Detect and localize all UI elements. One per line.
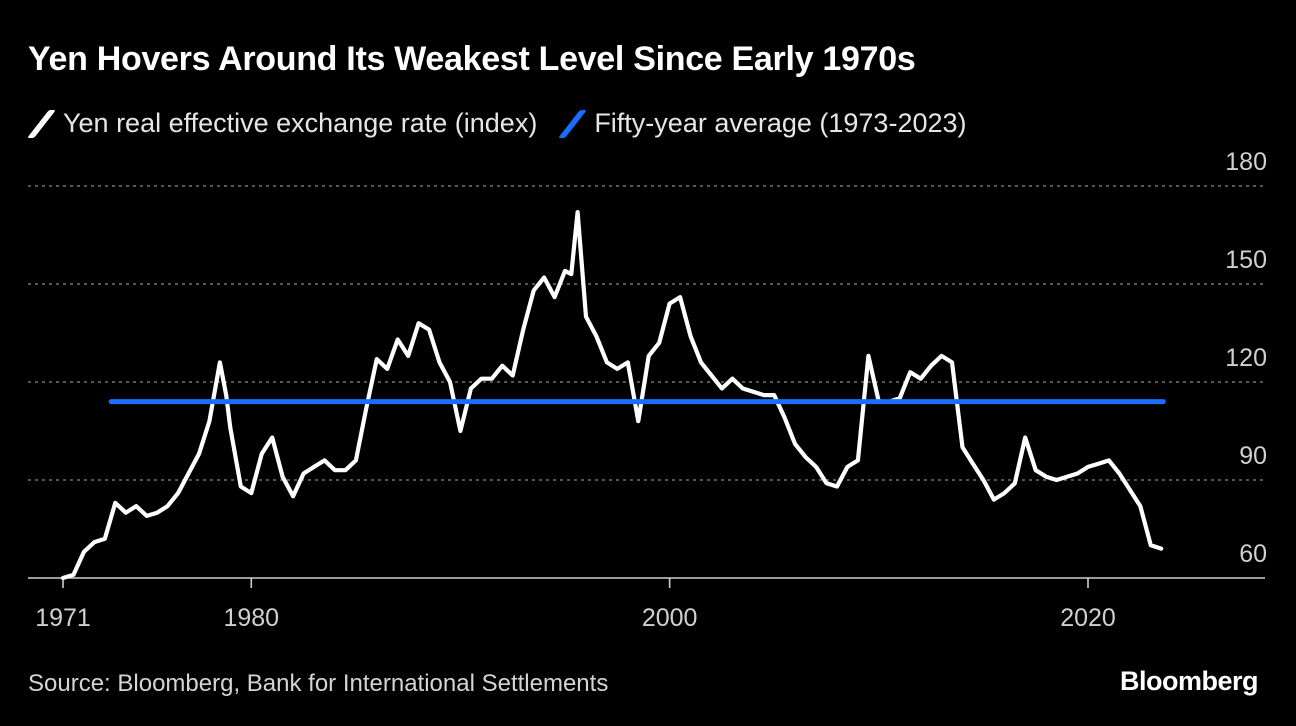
series-group — [60, 210, 1166, 581]
y-tick-label: 60 — [1239, 540, 1267, 568]
y-tick-label: 150 — [1225, 246, 1267, 274]
y-tick-label: 120 — [1225, 344, 1267, 372]
gridlines — [28, 185, 1265, 481]
x-axis-ticks: 1971 1980 2000 2020 — [35, 578, 1116, 632]
legend-label-average: Fifty-year average (1973-2023) — [594, 108, 967, 138]
y-tick-label: 90 — [1239, 442, 1267, 470]
source-note: Source: Bloomberg, Bank for Internationa… — [28, 670, 609, 697]
y-axis-ticks: 60 90 120 150 180 — [1225, 148, 1267, 568]
x-tick-label: 2020 — [1060, 604, 1116, 632]
bloomberg-logo: Bloomberg — [1119, 666, 1259, 696]
legend-item-rate: Yen real effective exchange rate (index) — [27, 108, 538, 139]
x-tick-label: 1980 — [223, 604, 279, 632]
legend-item-average: Fifty-year average (1973-2023) — [558, 108, 967, 139]
y-tick-label: 180 — [1225, 148, 1267, 176]
legend-label-rate: Yen real effective exchange rate (index) — [63, 108, 538, 138]
series-line-yen-reer — [60, 210, 1164, 581]
x-tick-label: 1971 — [35, 604, 91, 632]
chart-legend: Yen real effective exchange rate (index)… — [27, 108, 991, 139]
x-tick-label: 2000 — [642, 604, 698, 632]
chart-title: Yen Hovers Around Its Weakest Level Sinc… — [28, 40, 916, 78]
